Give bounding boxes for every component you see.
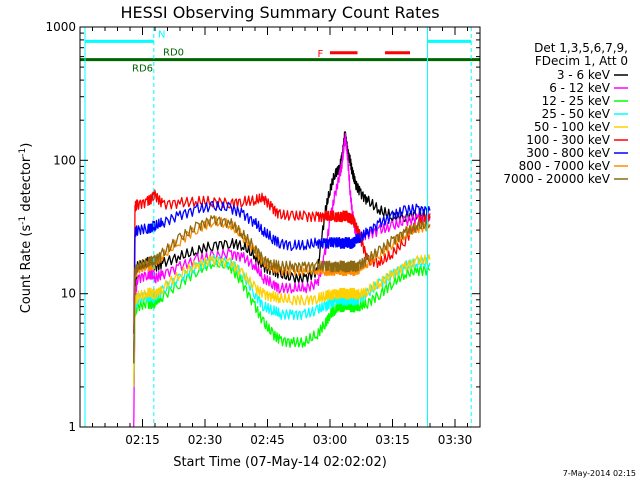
y-tick-label-2: 100 bbox=[53, 153, 76, 167]
series-line-5 bbox=[133, 189, 431, 334]
y-axis-label-main: Count Rate (s bbox=[19, 225, 34, 314]
x-axis-label: Start Time (07-May-14 02:02:02) bbox=[173, 455, 387, 470]
y-axis-label-exponent-1: -1 bbox=[18, 216, 28, 225]
y-tick-label-3: 1000 bbox=[45, 20, 76, 34]
series-line-0 bbox=[133, 131, 431, 364]
series-line-8 bbox=[133, 215, 431, 364]
x-tick-label-1: 02:30 bbox=[188, 433, 223, 447]
legend-header-line-1: Det 1,3,5,6,7,9, bbox=[534, 41, 628, 55]
legend-label-2: 12 - 25 keV bbox=[542, 94, 611, 108]
flags-group: N F RD0 RD6 bbox=[80, 29, 480, 75]
series-line-4 bbox=[133, 254, 431, 387]
y-axis-label-close: ) bbox=[19, 143, 34, 148]
x-tick-label-2: 02:45 bbox=[250, 433, 285, 447]
series-line-6 bbox=[133, 200, 431, 364]
chart-title: HESSI Observing Summary Count Rates bbox=[120, 3, 439, 22]
legend-label-1: 6 - 12 keV bbox=[549, 81, 611, 95]
y-axis-label: Count Rate (s-1 detector-1) bbox=[18, 143, 34, 314]
markers-group bbox=[84, 27, 472, 427]
flag-label-night: N bbox=[158, 29, 165, 40]
flag-label-rd0: RD0 bbox=[163, 48, 184, 59]
legend-label-5: 100 - 300 keV bbox=[526, 133, 610, 147]
legend: Det 1,3,5,6,7,9, FDecim 1, Att 0 3 - 6 k… bbox=[503, 41, 628, 186]
legend-label-0: 3 - 6 keV bbox=[557, 68, 611, 82]
flag-label-rd6: RD6 bbox=[132, 64, 153, 75]
legend-label-3: 25 - 50 keV bbox=[542, 107, 611, 121]
x-axis: 02:15 02:30 02:45 03:00 03:15 03:30 bbox=[79, 27, 481, 447]
y-axis-label-exponent-2: -1 bbox=[18, 148, 28, 157]
y-tick-label-1: 10 bbox=[61, 287, 76, 301]
legend-label-8: 7000 - 20000 keV bbox=[503, 172, 610, 186]
y-axis: 1 10 100 1000 bbox=[45, 20, 480, 434]
legend-label-7: 800 - 7000 keV bbox=[519, 159, 611, 173]
footer-date: 7-May-2014 02:15 bbox=[563, 469, 636, 478]
flag-label-flare: F bbox=[318, 49, 324, 60]
legend-label-6: 300 - 800 keV bbox=[526, 146, 610, 160]
x-tick-label-3: 03:00 bbox=[313, 433, 348, 447]
x-tick-label-0: 02:15 bbox=[125, 433, 160, 447]
legend-label-4: 50 - 100 keV bbox=[534, 120, 611, 134]
legend-header-line-2: FDecim 1, Att 0 bbox=[535, 54, 628, 68]
y-tick-label-0: 1 bbox=[68, 420, 76, 434]
plot-content bbox=[133, 131, 431, 428]
y-axis-label-middle: detector bbox=[19, 156, 34, 216]
x-tick-label-4: 03:15 bbox=[375, 433, 410, 447]
series-line-2 bbox=[133, 257, 431, 387]
x-tick-label-5: 03:30 bbox=[438, 433, 473, 447]
